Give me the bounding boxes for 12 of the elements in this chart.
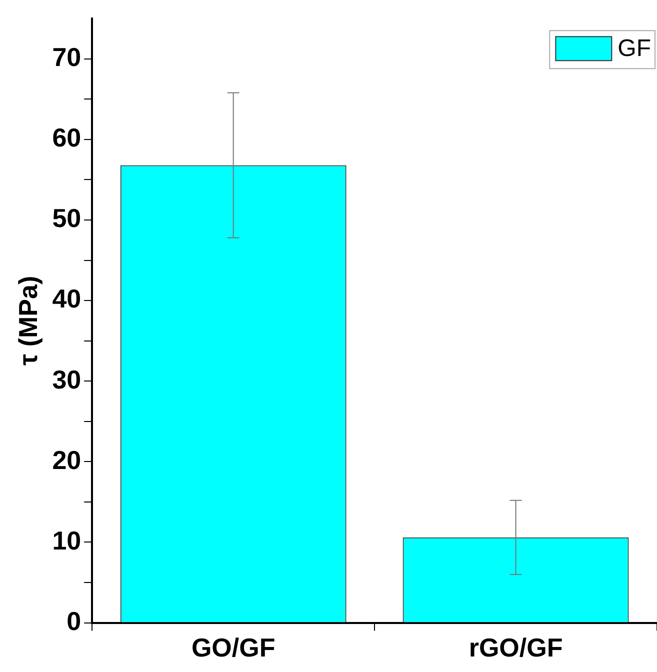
y-tick-label: 0 (66, 606, 82, 636)
y-tick-label: 70 (52, 42, 82, 72)
y-tick-label: 60 (52, 122, 82, 153)
y-tick-label: 10 (52, 525, 82, 556)
y-tick-label: 40 (52, 284, 82, 314)
x-tick-label: rGO/GF (468, 632, 563, 663)
y-tick-label: 50 (52, 203, 82, 234)
y-tick-label: 30 (52, 364, 82, 394)
legend-label: GF (618, 35, 651, 62)
y-axis-title: τ (MPa) (12, 276, 43, 366)
y-tick-label: 20 (52, 444, 82, 475)
x-tick-label: GO/GF (191, 632, 276, 663)
